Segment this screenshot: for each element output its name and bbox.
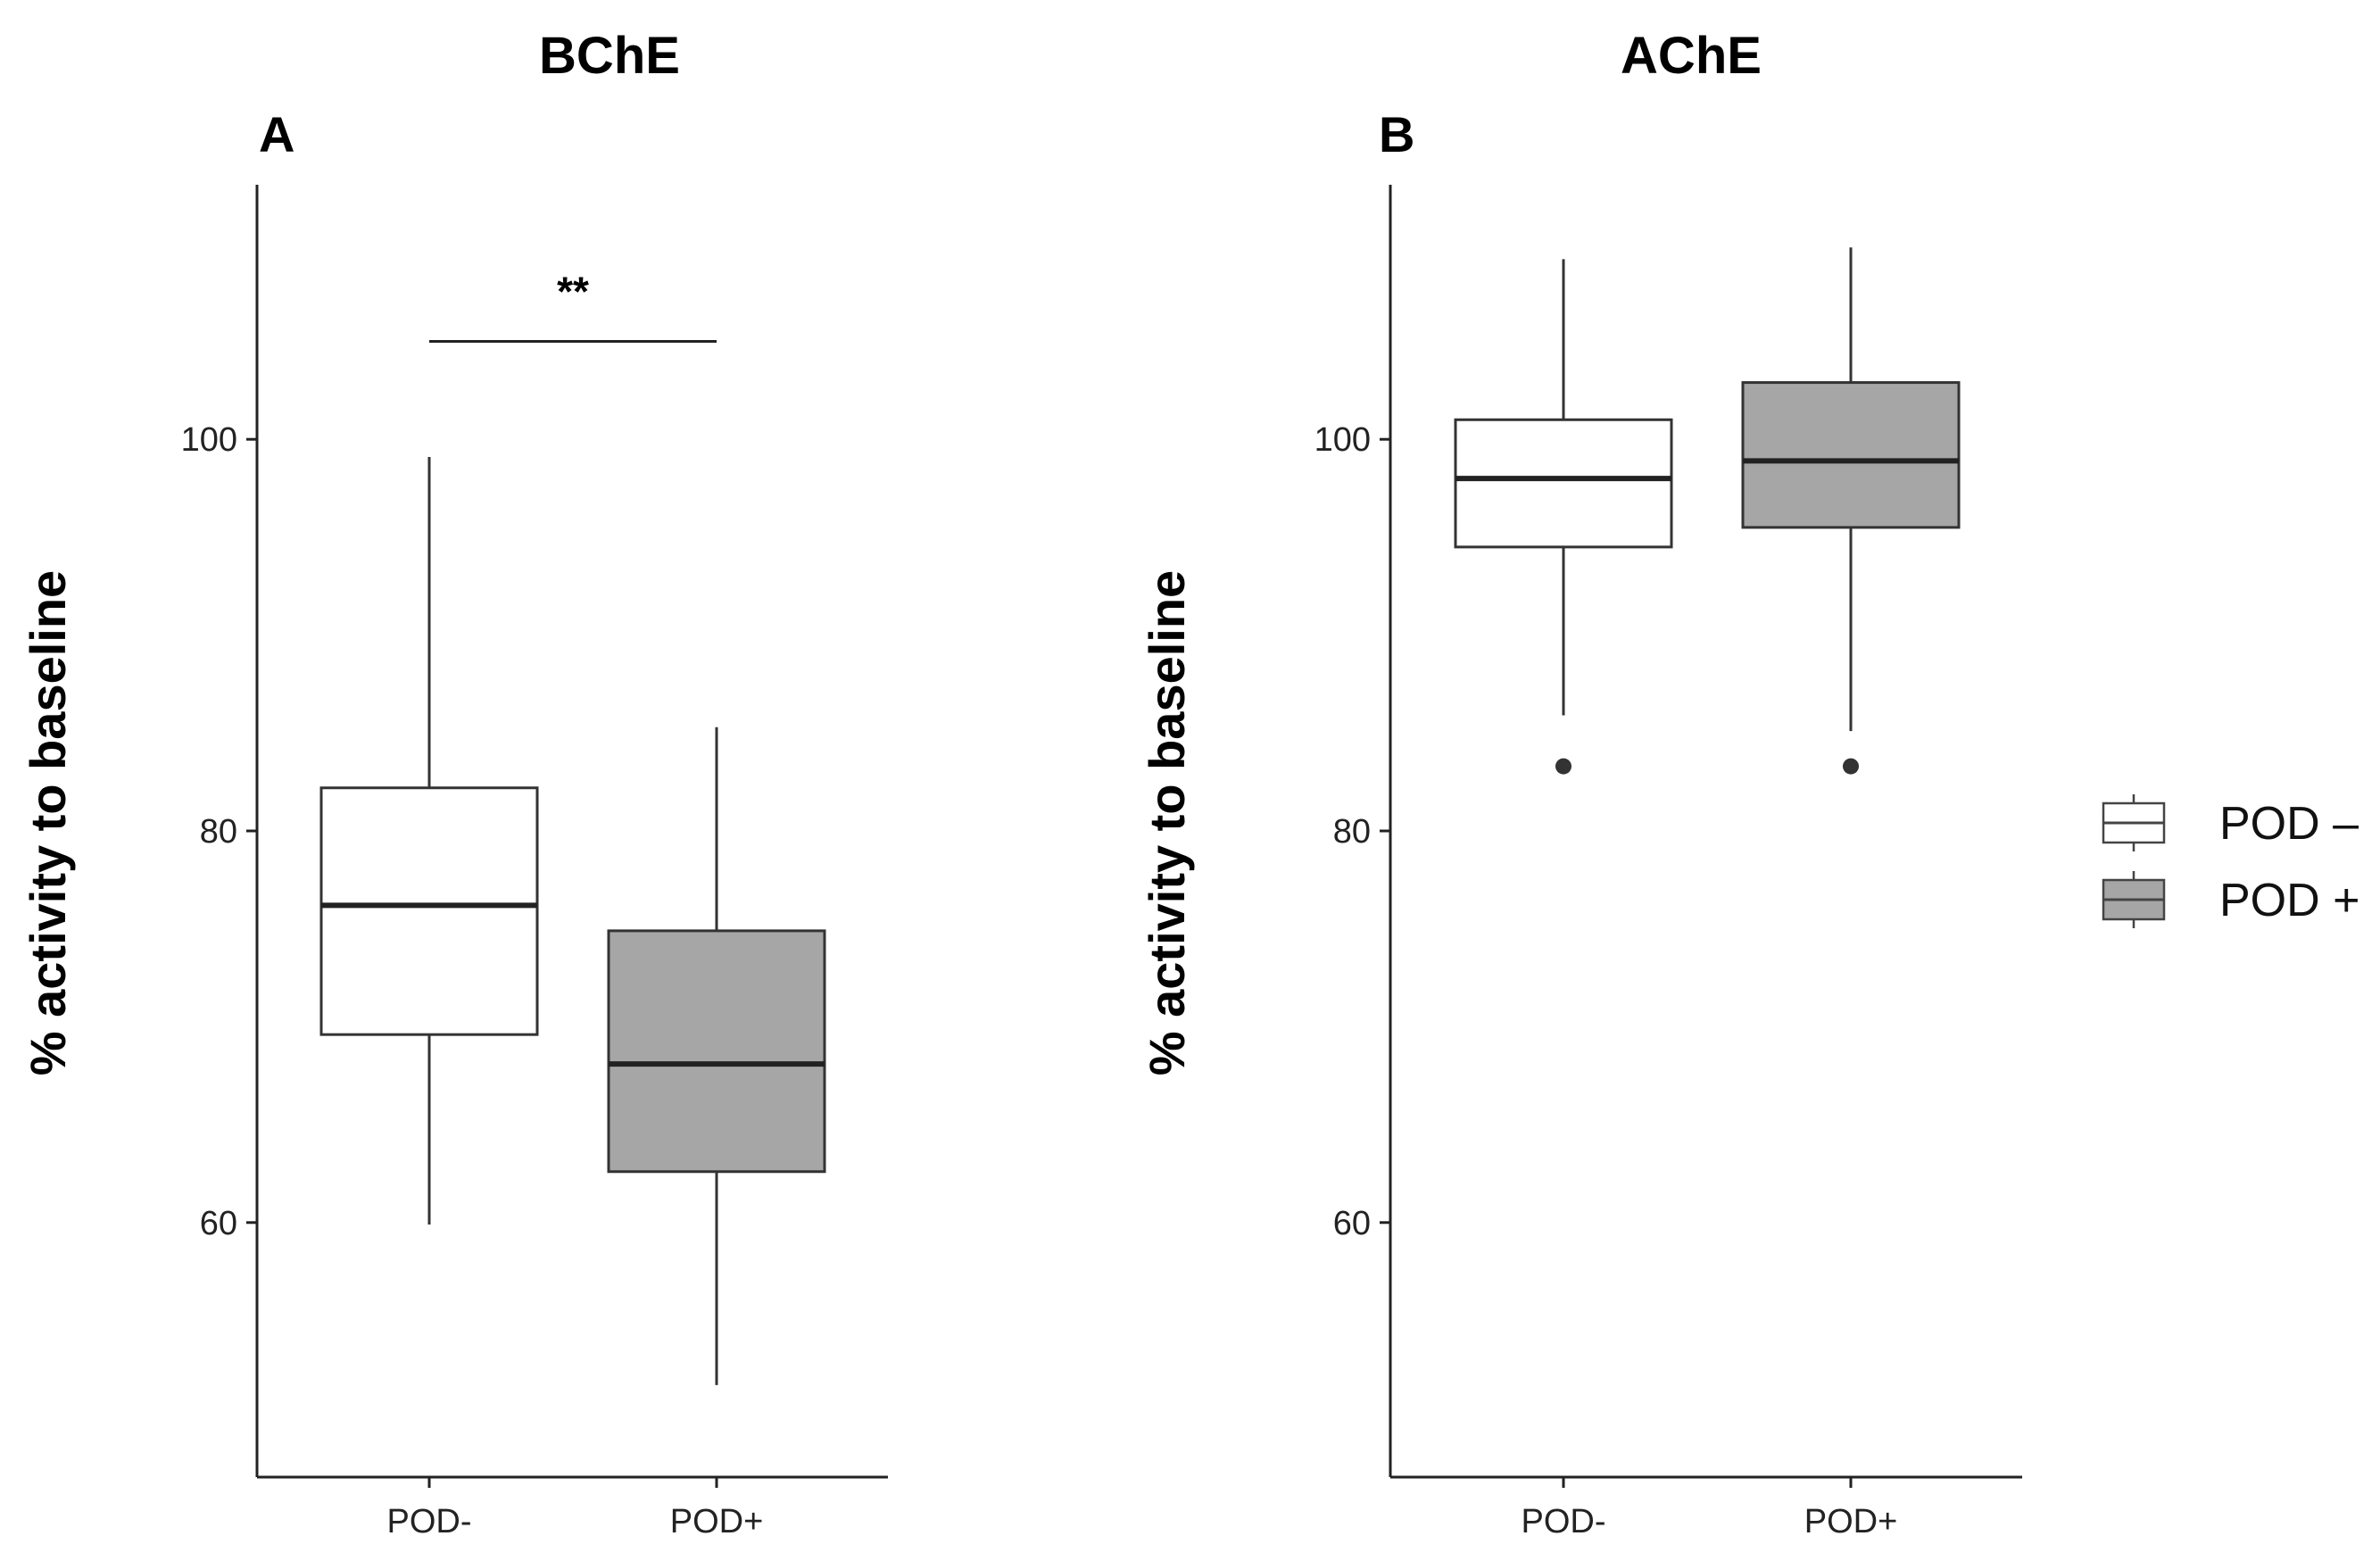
y-tick-label: 60	[1333, 1205, 1371, 1242]
y-axis-title: % activity to baseline	[1139, 570, 1195, 1075]
y-tick-label: 60	[200, 1205, 237, 1242]
x-tick-label: POD+	[670, 1503, 764, 1540]
legend-item: POD +	[2102, 871, 2360, 928]
panel-title: AChE	[1621, 27, 1762, 85]
panel-letter: A	[259, 106, 294, 162]
y-tick-label: 80	[200, 813, 237, 851]
iqr-box	[1741, 381, 1961, 529]
box-pod	[1454, 259, 1673, 775]
panel-title: BChE	[539, 27, 680, 85]
box-pod	[319, 456, 539, 1225]
legend-label: POD +	[2219, 875, 2360, 926]
legend-label: POD –	[2219, 798, 2359, 850]
box-pod	[1741, 247, 1961, 775]
significance-label: **	[557, 269, 589, 315]
legend-item: POD –	[2102, 794, 2359, 851]
y-tick-label: 80	[1333, 813, 1371, 851]
panel-b: AChE B % activity to baseline 60 80 100 POD- PO…	[1139, 27, 2022, 1540]
y-axis-title: % activity to baseline	[20, 570, 76, 1075]
box-pod	[607, 727, 826, 1385]
x-tick-label: POD+	[1804, 1503, 1898, 1540]
iqr-box	[319, 786, 539, 1036]
panel-a: BChE A % activity to baseline 60 80 100 POD- PO…	[20, 27, 888, 1540]
y-tick-label: 100	[1314, 421, 1371, 459]
y-tick-label: 100	[181, 421, 237, 459]
outlier-point	[1843, 758, 1859, 775]
iqr-box	[607, 929, 826, 1174]
legend: POD – POD +	[2102, 794, 2360, 928]
x-tick-label: POD-	[1522, 1503, 1606, 1540]
x-tick-label: POD-	[387, 1503, 472, 1540]
panel-letter: B	[1379, 106, 1414, 162]
outlier-point	[1555, 758, 1571, 775]
iqr-box	[1454, 418, 1673, 549]
